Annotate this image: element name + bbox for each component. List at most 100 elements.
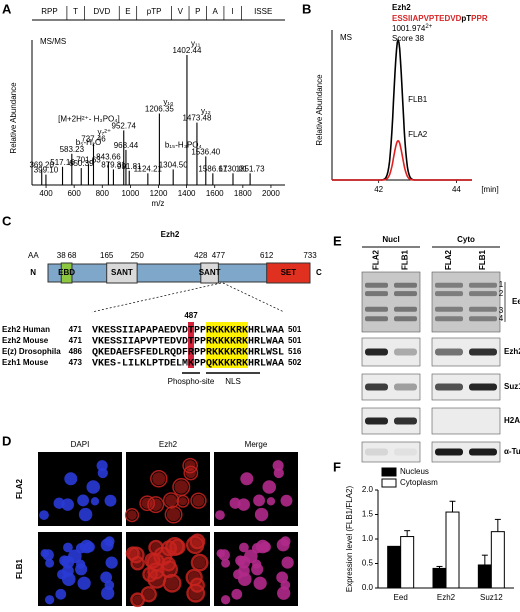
- x-tick-label: 2000: [262, 189, 280, 198]
- cell-stain: [262, 480, 277, 494]
- cell-stain: [64, 472, 78, 486]
- band: [435, 316, 463, 322]
- cell-stain: [233, 569, 244, 580]
- lane-label: FLA2: [444, 249, 453, 270]
- peak-label: 968.44: [114, 141, 139, 150]
- chromatogram-trace: [332, 139, 472, 181]
- cell-stain: [124, 507, 140, 523]
- peak-label: 399.10: [34, 166, 59, 175]
- cell-stain: [166, 507, 181, 522]
- end-residue: 501: [288, 336, 302, 345]
- band: [435, 306, 463, 312]
- y-tick-label: 1.5: [362, 510, 374, 519]
- cell-stain: [237, 555, 251, 569]
- ion-label: b₁₅-H₃PO₄: [165, 141, 202, 150]
- cell-stain: [86, 480, 101, 494]
- cell-stain: [77, 576, 91, 590]
- band: [469, 348, 497, 356]
- row-label: Eed: [512, 297, 520, 306]
- score: Score 38: [392, 34, 425, 43]
- cell-stain: [77, 494, 89, 507]
- start-residue: 486: [69, 347, 83, 356]
- band: [394, 417, 417, 425]
- band: [469, 282, 497, 288]
- peak-label: 991.81: [117, 162, 142, 171]
- peak-label: 1124.21: [134, 164, 163, 173]
- cell-stain: [221, 558, 231, 568]
- cell-stain: [61, 498, 74, 511]
- cell-stain: [125, 546, 140, 561]
- band: [365, 291, 388, 297]
- band: [394, 282, 417, 288]
- panel-letter: C: [2, 213, 12, 228]
- cell-stain: [174, 480, 189, 494]
- cell-stain: [220, 595, 231, 605]
- peak-label: 952.74: [112, 122, 137, 131]
- cell-stain: [280, 494, 293, 507]
- cell-stain: [254, 507, 269, 522]
- band: [365, 348, 388, 356]
- start-residue: 471: [69, 325, 83, 334]
- band: [469, 291, 497, 297]
- x-axis-label: m/z: [152, 199, 165, 208]
- blot: [431, 407, 501, 435]
- cell-stain: [147, 496, 165, 514]
- bar: [477, 564, 492, 589]
- sequence: VKESSIIAPAPAEDVDTPPRKKKKRKHRLWAA: [92, 326, 284, 337]
- cell-stain: [192, 580, 203, 591]
- cell-stain: [189, 577, 205, 593]
- position-label: 477: [212, 251, 226, 260]
- end-residue: 501: [288, 325, 302, 334]
- row-label: Suz12: [504, 382, 520, 391]
- cell-stain: [63, 542, 73, 553]
- blot: [431, 271, 501, 333]
- cell-stain: [57, 569, 68, 580]
- zoom-line: [91, 282, 222, 313]
- position-label: 38: [57, 251, 66, 260]
- row-label: H2A: [504, 416, 520, 425]
- cell-stain: [78, 507, 93, 522]
- cell-stain: [40, 549, 49, 558]
- sequence-segment: pTP: [147, 7, 162, 16]
- domain: [266, 262, 311, 284]
- cell-stain: [133, 558, 143, 568]
- peptide-part: PPR: [471, 14, 488, 23]
- cell-stain: [130, 592, 146, 608]
- sequence-segment: V: [178, 7, 184, 16]
- band-number: 4: [499, 314, 504, 323]
- cell-stain: [239, 542, 249, 553]
- cell-stain: [143, 588, 155, 600]
- domain: [60, 262, 73, 284]
- x-tick-label: 600: [67, 189, 81, 198]
- cell-stain: [281, 556, 294, 569]
- cell-stain: [149, 555, 163, 569]
- cell-stain: [128, 549, 137, 558]
- y-axis-label: Expression level (FLB1/FLA2): [345, 486, 354, 593]
- cell-stain: [165, 576, 179, 590]
- band: [394, 291, 417, 297]
- peak-label: 1586.61: [198, 164, 227, 173]
- nls-highlight: [206, 322, 248, 368]
- domain-label: SANT: [111, 268, 133, 277]
- peak-label: 1473.48: [182, 114, 211, 123]
- cell-stain: [149, 498, 162, 511]
- blot: [361, 337, 421, 367]
- sequence-segment: A: [213, 7, 219, 16]
- band: [469, 306, 497, 312]
- cell-stain: [251, 563, 264, 576]
- x-tick-label: 1000: [121, 189, 139, 198]
- peak-label: 583.23: [60, 145, 85, 154]
- legend-swatch: [381, 478, 397, 488]
- domain: [200, 262, 219, 284]
- band: [394, 348, 417, 356]
- peak-label: 843.66: [96, 153, 121, 162]
- cell-stain: [276, 571, 289, 584]
- cell-stain: [280, 580, 291, 591]
- peak-label: 1304.50: [159, 161, 188, 170]
- sequence-segment: E: [125, 7, 130, 16]
- band: [365, 282, 388, 288]
- cell-stain: [105, 556, 118, 569]
- band: [394, 316, 417, 322]
- sequence: VKESSIIAPVPTEDVDTPPRKKKKRKHRLWAA: [92, 337, 284, 348]
